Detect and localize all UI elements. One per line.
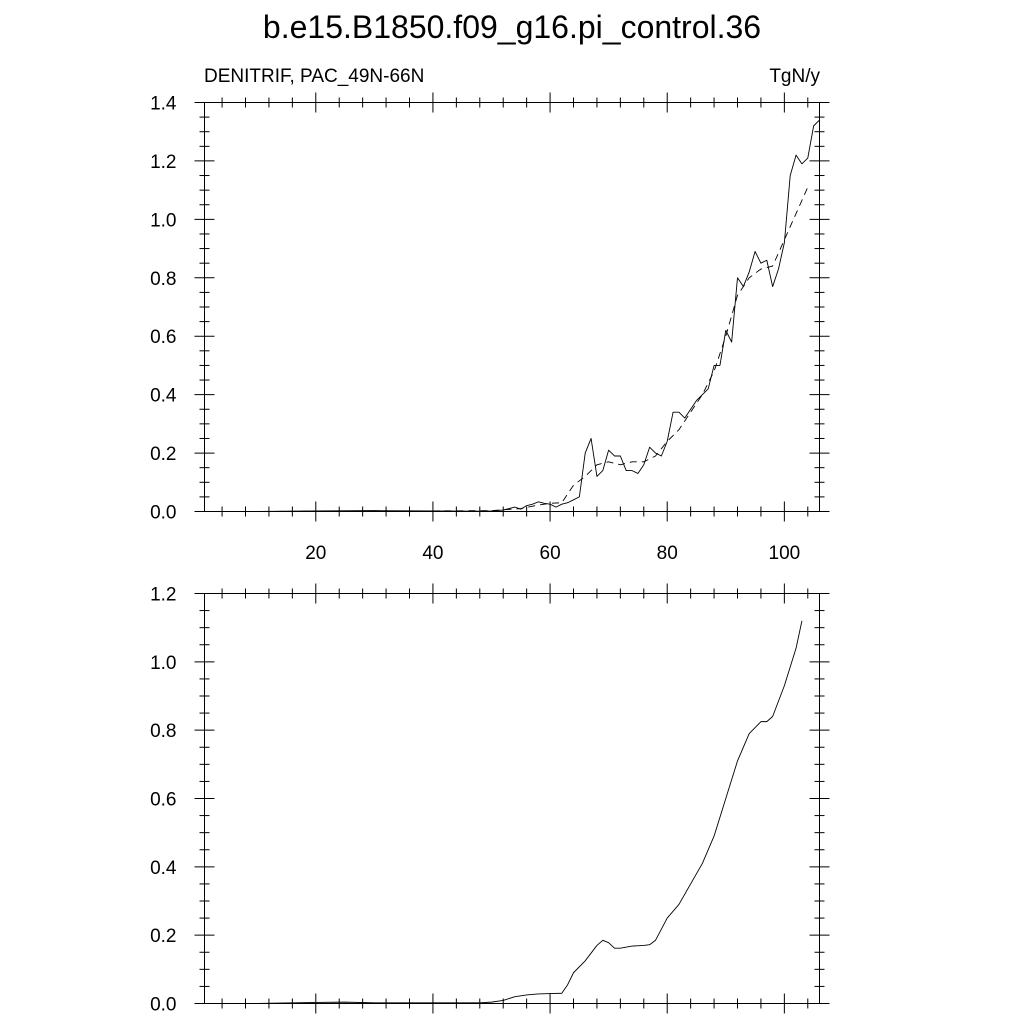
figure-title: b.e15.B1850.f09_g16.pi_control.36 — [263, 9, 761, 45]
bottom-panel: 0.0 0.2 0.4 0.6 0.8 1.0 1.2 — [150, 583, 830, 1016]
top-panel-tick-labels: 20 40 60 80 100 0.0 0.2 0.4 0.6 0.8 1.0 1.2 1.4 — [150, 94, 800, 565]
solid-series-line — [204, 620, 803, 1004]
y-tick-label: 0.4 — [150, 386, 177, 407]
x-tick-label: 40 — [422, 543, 443, 564]
y-tick-label: 1.0 — [150, 210, 176, 231]
y-tick-label: 1.2 — [150, 585, 176, 606]
y-tick-label: 0.6 — [150, 327, 176, 348]
solid-series-line — [204, 119, 820, 512]
y-tick-label: 1.4 — [150, 94, 177, 115]
y-tick-label: 0.8 — [150, 269, 176, 290]
top-panel-frame — [204, 102, 820, 512]
x-tick-label: 100 — [769, 543, 801, 564]
bottom-panel-frame — [204, 593, 820, 1004]
x-tick-label: 20 — [305, 543, 326, 564]
x-tick-label: 60 — [540, 543, 561, 564]
y-tick-label: 1.0 — [150, 653, 176, 674]
top-panel: DENITRIF, PAC_49N-66N TgN/y 20 40 60 80 100 0… — [150, 66, 830, 565]
y-tick-label: 0.0 — [150, 995, 176, 1016]
x-tick-label: 80 — [657, 543, 678, 564]
y-tick-label: 1.2 — [150, 152, 176, 173]
y-tick-label: 0.2 — [150, 444, 176, 465]
y-tick-label: 0.4 — [150, 858, 177, 879]
bottom-panel-ticks — [194, 583, 830, 1014]
y-tick-label: 0.0 — [150, 503, 176, 524]
top-panel-series — [204, 119, 820, 512]
y-tick-label: 0.8 — [150, 721, 176, 742]
y-tick-label: 0.6 — [150, 790, 176, 811]
dashed-series-line — [204, 187, 809, 512]
top-panel-right-subtitle: TgN/y — [769, 66, 820, 87]
top-panel-left-subtitle: DENITRIF, PAC_49N-66N — [204, 66, 424, 87]
bottom-panel-tick-labels: 0.0 0.2 0.4 0.6 0.8 1.0 1.2 — [150, 585, 177, 1016]
bottom-panel-series — [204, 620, 803, 1004]
y-tick-label: 0.2 — [150, 926, 176, 947]
